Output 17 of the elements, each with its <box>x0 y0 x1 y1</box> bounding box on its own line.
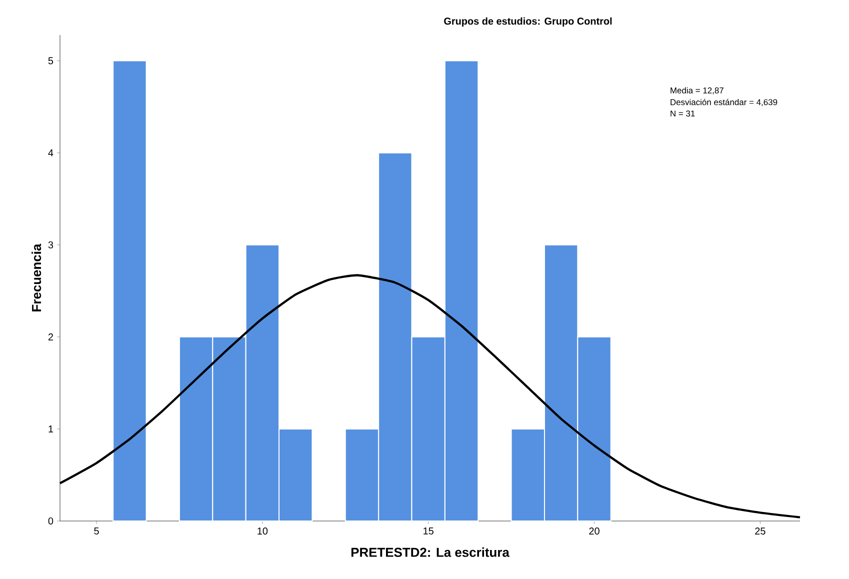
x-tick-label: 20 <box>589 528 600 535</box>
x-axis-title: PRETESTD2: La escritura <box>351 547 510 557</box>
annotation: Desviación estándar = 4,639 <box>670 98 778 106</box>
chart-title: Grupos de estudios: Grupo Control <box>444 17 612 27</box>
x-tick-label: 15 <box>424 528 434 534</box>
x-tick-label: 5 <box>94 528 99 534</box>
x-tick-label: 10 <box>258 528 268 535</box>
y-tick-label: 4 <box>48 149 54 156</box>
y-tick-label: 5 <box>48 57 54 64</box>
annotation: N = 31 <box>670 110 695 117</box>
x-tick-label: 25 <box>755 528 766 535</box>
y-tick-label: 3 <box>48 241 54 248</box>
y-tick-label: 2 <box>48 333 53 340</box>
y-tick-label: 0 <box>48 517 54 525</box>
annotation: Media = 12,87 <box>670 87 724 94</box>
y-axis-title: Frecuencia <box>32 244 42 312</box>
y-tick-label: 1 <box>48 426 53 432</box>
